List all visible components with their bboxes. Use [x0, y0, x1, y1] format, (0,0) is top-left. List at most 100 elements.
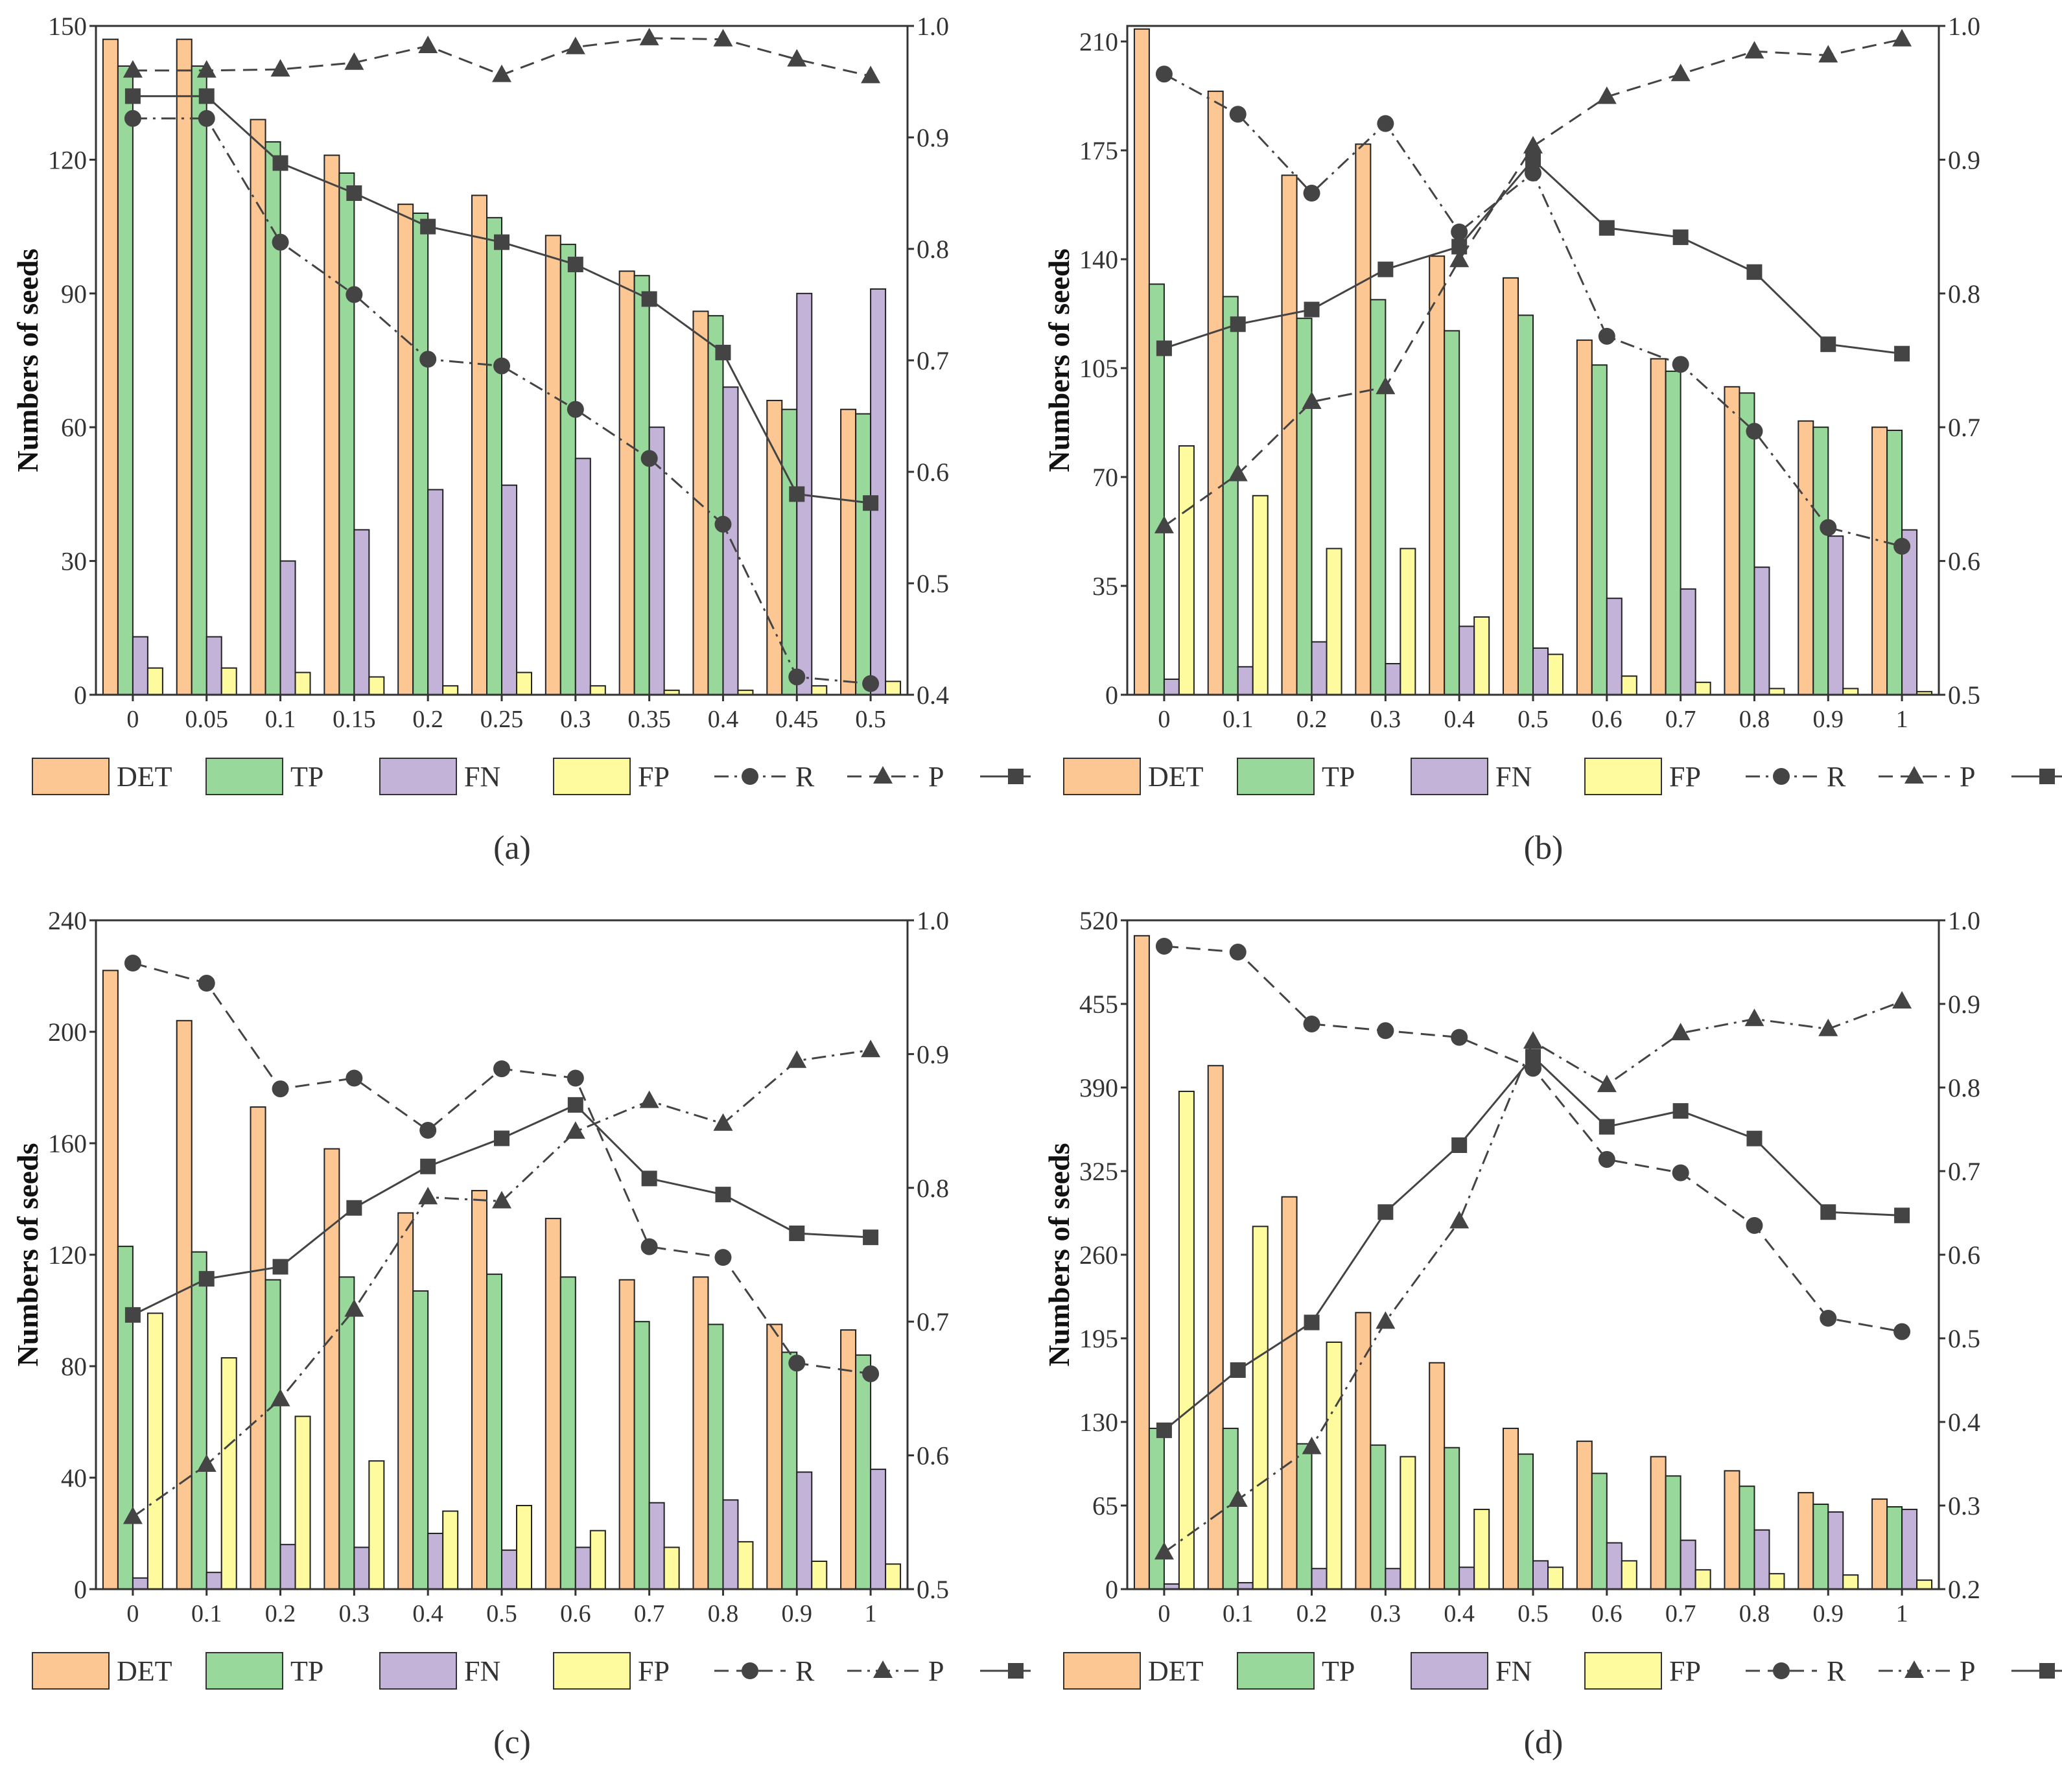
- legend-marker-p: [1904, 1660, 1924, 1678]
- bar-fn: [1680, 1539, 1696, 1590]
- point-r: [714, 515, 732, 533]
- point-p: [492, 1191, 511, 1209]
- point-f1: [1672, 229, 1689, 246]
- bar-fn: [427, 1533, 444, 1590]
- bar-det: [471, 1190, 487, 1590]
- point-f1: [1230, 1362, 1246, 1379]
- point-f1: [1156, 1422, 1172, 1438]
- bar-fp: [1547, 653, 1564, 695]
- point-r: [1155, 65, 1173, 83]
- y2-tick-label: 0.8: [917, 1174, 949, 1203]
- y-tick-label: 60: [61, 413, 87, 442]
- x-tick-label: 0: [126, 706, 139, 733]
- y2-tick-label: 0.9: [1948, 990, 1980, 1019]
- bar-fp: [1694, 681, 1711, 696]
- point-f1: [494, 1130, 510, 1146]
- bar-det: [766, 399, 783, 695]
- x-tick-label: 1: [1896, 1600, 1908, 1627]
- x-tick-label: 0.2: [1296, 706, 1328, 733]
- bar-det: [1798, 420, 1814, 695]
- point-r: [493, 357, 510, 375]
- x-tick-label: 0.5: [855, 706, 886, 733]
- point-r: [862, 675, 880, 692]
- point-f1: [346, 185, 362, 201]
- bar-det: [692, 1276, 709, 1590]
- point-r: [493, 1060, 510, 1078]
- x-tick-label: 0.3: [1370, 1600, 1401, 1627]
- point-r: [1303, 1015, 1320, 1032]
- x-tick-label: 0.4: [708, 706, 739, 733]
- point-r: [198, 110, 215, 127]
- legend-swatch-fp: [1584, 758, 1662, 795]
- legend-swatch-det: [1063, 758, 1141, 795]
- bar-fn: [353, 1546, 370, 1590]
- x-tick-label: 0.6: [1591, 706, 1623, 733]
- bar-det: [397, 1212, 414, 1590]
- bar-fp: [1400, 548, 1416, 696]
- legend-swatch-fp: [1584, 1652, 1662, 1690]
- y-tick-label: 40: [61, 1463, 87, 1493]
- y2-tick-label: 0.7: [917, 346, 949, 375]
- x-tick-label: 0.3: [560, 706, 591, 733]
- point-r: [1451, 223, 1468, 240]
- bar-fp: [442, 1510, 459, 1590]
- panel-label: (b): [1524, 830, 1564, 867]
- bar-tp: [1665, 1475, 1681, 1590]
- y-axis-label: Numbers of seeds: [1042, 1143, 1075, 1367]
- bar-det: [1281, 174, 1298, 695]
- point-f1: [1156, 340, 1172, 356]
- bar-det: [1871, 426, 1888, 695]
- bar-fn: [1385, 663, 1401, 695]
- point-f1: [198, 88, 215, 104]
- bar-fp: [368, 676, 385, 695]
- point-p: [861, 1040, 881, 1058]
- bar-fn: [1385, 1568, 1401, 1590]
- bar-fn: [501, 484, 517, 695]
- y-tick-label: 260: [1079, 1240, 1118, 1270]
- x-tick-label: 0.7: [1665, 1600, 1696, 1627]
- y2-tick-label: 0.2: [1948, 1575, 1980, 1604]
- bar-tp: [1739, 1485, 1755, 1590]
- y-tick-label: 0: [1105, 1575, 1118, 1604]
- point-f1: [1525, 152, 1541, 168]
- y2-tick-label: 0.7: [1948, 413, 1980, 442]
- point-f1: [494, 234, 510, 250]
- bar-det: [176, 38, 193, 695]
- point-p: [123, 1506, 143, 1524]
- point-p: [492, 64, 511, 82]
- point-r: [198, 975, 215, 992]
- bar-tp: [1517, 1453, 1534, 1590]
- point-f1: [1230, 316, 1246, 332]
- y2-tick-label: 0.5: [917, 1575, 949, 1604]
- point-p: [639, 1090, 659, 1108]
- point-f1: [1304, 1314, 1320, 1331]
- bar-det: [1650, 358, 1667, 695]
- y-tick-label: 0: [74, 1575, 87, 1604]
- point-f1: [1894, 345, 1910, 362]
- y2-tick-label: 1.0: [917, 906, 949, 935]
- point-r: [419, 1122, 437, 1139]
- legend-label-p: P: [928, 1655, 944, 1687]
- bar-fp: [811, 1561, 828, 1590]
- panel-label: (c): [493, 1724, 531, 1761]
- bar-fn: [574, 1546, 591, 1590]
- point-p: [1449, 250, 1470, 268]
- point-r: [1451, 1029, 1468, 1046]
- point-r: [1746, 423, 1763, 440]
- y2-tick-label: 0.6: [1948, 547, 1980, 576]
- x-tick-label: 0.6: [1591, 1600, 1623, 1627]
- point-r: [788, 668, 806, 686]
- point-r: [567, 1069, 584, 1087]
- bar-fp: [442, 685, 459, 695]
- legend-marker-f1: [1008, 769, 1024, 784]
- bar-fn: [279, 1544, 296, 1590]
- bar-det: [1503, 1427, 1519, 1590]
- bar-det: [545, 1218, 561, 1590]
- bar-fp: [1326, 548, 1342, 696]
- bar-det: [1724, 1470, 1740, 1590]
- bar-fn: [1606, 598, 1623, 696]
- bar-tp: [1591, 1472, 1608, 1590]
- bar-fp: [1621, 675, 1637, 695]
- legend-marker-p: [1904, 766, 1924, 784]
- legend-label-fp: FP: [1669, 761, 1701, 793]
